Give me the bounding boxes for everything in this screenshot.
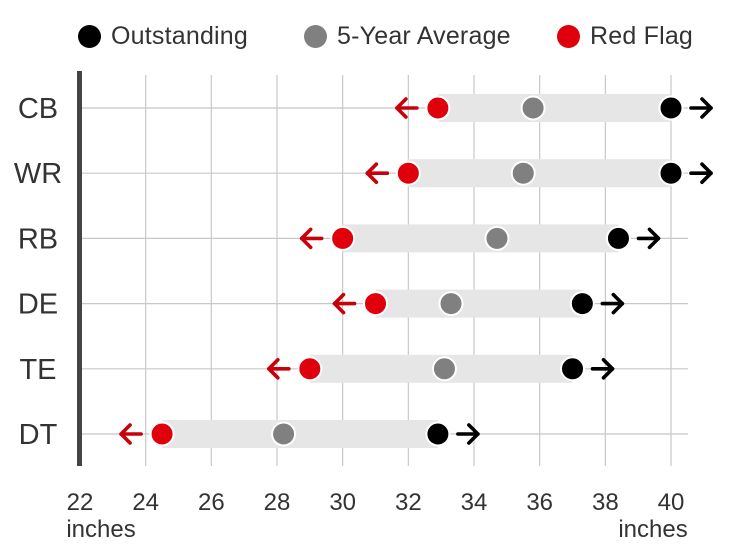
red-flag-arrow-cb bbox=[395, 97, 419, 119]
x-unit-label-right: inches bbox=[618, 516, 687, 543]
grid bbox=[80, 75, 688, 466]
red-flag-arrow-rb bbox=[299, 227, 324, 250]
legend: Outstanding 5-Year Average Red Flag bbox=[0, 18, 730, 54]
average-point-wr bbox=[510, 160, 536, 186]
outstanding-arrow-de bbox=[600, 292, 625, 315]
x-tick-label-22: 22 bbox=[67, 489, 94, 516]
range-band-rb bbox=[342, 224, 619, 253]
average-point-rb bbox=[484, 225, 510, 251]
data-points bbox=[149, 95, 684, 447]
range-band-de bbox=[375, 289, 583, 318]
outstanding-point-wr bbox=[658, 160, 684, 186]
range-bands bbox=[162, 94, 671, 448]
x-tick-label-30: 30 bbox=[329, 489, 356, 516]
average-point-te bbox=[431, 356, 457, 382]
legend-item-red-flag: Red Flag bbox=[557, 18, 693, 54]
legend-item-average: 5-Year Average bbox=[304, 18, 511, 54]
range-band-dt bbox=[162, 420, 438, 448]
legend-dot-outstanding-icon bbox=[78, 24, 101, 48]
y-axis-line bbox=[77, 71, 82, 466]
x-tick-label-24: 24 bbox=[132, 489, 159, 516]
category-label-dt: DT bbox=[19, 419, 58, 451]
red-flag-arrow-wr bbox=[365, 162, 390, 184]
category-label-cb: CB bbox=[18, 93, 58, 125]
average-point-dt bbox=[271, 421, 297, 447]
x-tick-label-34: 34 bbox=[461, 489, 488, 516]
x-tick-label-26: 26 bbox=[198, 489, 225, 516]
outstanding-point-dt bbox=[425, 421, 451, 447]
red-flag-arrow-dt bbox=[119, 423, 143, 445]
x-tick-label-28: 28 bbox=[264, 489, 291, 516]
category-label-wr: WR bbox=[14, 158, 62, 190]
red-flag-arrow-de bbox=[332, 292, 357, 315]
red-flag-arrow-te bbox=[267, 357, 291, 380]
outstanding-point-cb bbox=[658, 95, 684, 121]
red-flag-point-cb bbox=[425, 95, 451, 121]
outstanding-arrow-dt bbox=[456, 423, 480, 445]
red-flag-point-de bbox=[363, 291, 388, 317]
category-label-te: TE bbox=[19, 354, 56, 386]
red-flag-point-dt bbox=[149, 421, 175, 447]
outstanding-arrow-te bbox=[590, 357, 615, 380]
x-tick-label-32: 32 bbox=[395, 489, 422, 516]
legend-dot-average-icon bbox=[304, 24, 327, 48]
y-axis bbox=[77, 71, 82, 466]
average-point-de bbox=[438, 291, 464, 317]
outstanding-point-rb bbox=[605, 225, 631, 251]
outstanding-arrow-cb bbox=[689, 97, 713, 119]
red-flag-point-wr bbox=[395, 160, 421, 186]
legend-dot-red-flag-icon bbox=[557, 24, 580, 48]
arrows bbox=[119, 97, 713, 445]
average-point-cb bbox=[520, 95, 546, 121]
outstanding-point-te bbox=[560, 356, 585, 382]
range-band-wr bbox=[408, 159, 671, 188]
x-tick-label-36: 36 bbox=[526, 489, 553, 516]
legend-item-outstanding: Outstanding bbox=[78, 18, 248, 54]
x-unit-label-left: inches bbox=[66, 516, 135, 543]
legend-label-red-flag: Red Flag bbox=[590, 21, 694, 50]
outstanding-arrow-wr bbox=[689, 162, 713, 184]
legend-label-average: 5-Year Average bbox=[337, 21, 511, 50]
x-tick-label-40: 40 bbox=[658, 489, 685, 516]
x-tick-label-38: 38 bbox=[592, 489, 619, 516]
legend-label-outstanding: Outstanding bbox=[111, 21, 249, 50]
range-band-cb bbox=[437, 94, 671, 122]
red-flag-point-rb bbox=[330, 225, 356, 251]
outstanding-point-de bbox=[569, 291, 595, 317]
category-label-de: DE bbox=[18, 289, 58, 321]
category-label-rb: RB bbox=[18, 223, 58, 255]
outstanding-arrow-rb bbox=[636, 227, 661, 250]
red-flag-point-te bbox=[297, 356, 323, 382]
